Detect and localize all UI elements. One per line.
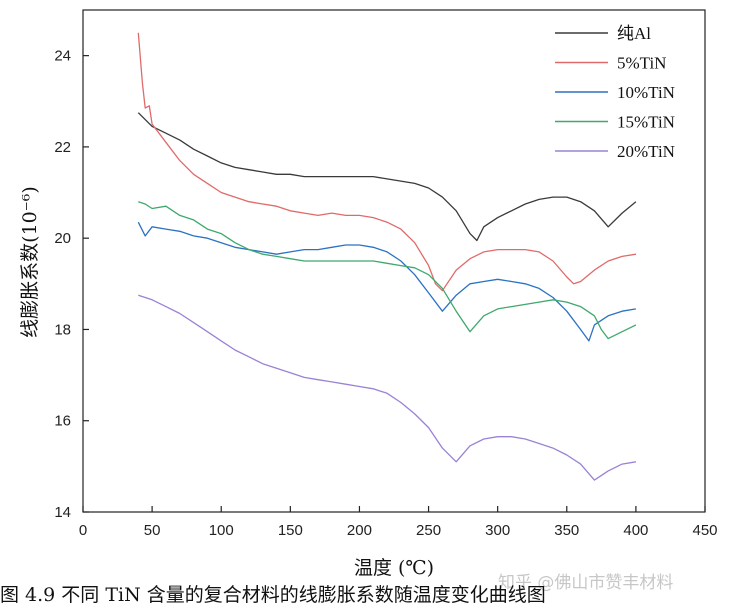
watermark: 知乎 @佛山市赞丰材料: [498, 573, 674, 593]
x-tick-label: 300: [485, 522, 510, 539]
series-line-3: [138, 201, 637, 340]
x-tick-label: 0: [79, 522, 87, 539]
legend: 纯Al 5%TiN 10%TiN 15%TiN 20%TiN: [555, 24, 675, 161]
x-tick-label: 350: [554, 522, 579, 539]
legend-label-3: 15%TiN: [617, 113, 675, 132]
series-line-2: [137, 221, 637, 342]
x-tick-label: 150: [278, 522, 303, 539]
legend-label-1: 5%TiN: [617, 54, 666, 73]
series-line-0: [137, 112, 637, 242]
x-axis-title: 温度 (℃): [354, 557, 434, 579]
y-tick-label: 16: [54, 413, 71, 430]
x-tick-label: 250: [416, 522, 441, 539]
x-tick-label: 200: [347, 522, 372, 539]
y-tick-label: 24: [54, 48, 71, 65]
y-tick-label: 14: [54, 504, 71, 521]
x-tick-label: 100: [209, 522, 234, 539]
y-tick-label: 18: [54, 321, 71, 338]
series-line-4: [138, 294, 637, 481]
series-line-1: [137, 32, 637, 292]
legend-label-4: 20%TiN: [617, 142, 675, 161]
x-tick-label: 450: [692, 522, 717, 539]
series-layer: [137, 32, 637, 481]
axis-ticks: 0 50 100 150 200 250 300 350 400 450 14 16 18 20 22 24: [54, 48, 717, 539]
plot-frame: [82, 9, 706, 513]
legend-label-0: 纯Al: [617, 24, 651, 43]
y-axis-title: 线膨胀系数(10⁻⁶): [19, 186, 41, 338]
x-tick-label: 400: [623, 522, 648, 539]
x-tick-label: 50: [144, 522, 161, 539]
y-tick-label: 22: [54, 139, 71, 156]
y-tick-label: 20: [54, 230, 71, 247]
figure-caption: 图 4.9 不同 TiN 含量的复合材料的线膨胀系数随温度变化曲线图: [0, 584, 546, 606]
legend-label-2: 10%TiN: [617, 83, 675, 102]
